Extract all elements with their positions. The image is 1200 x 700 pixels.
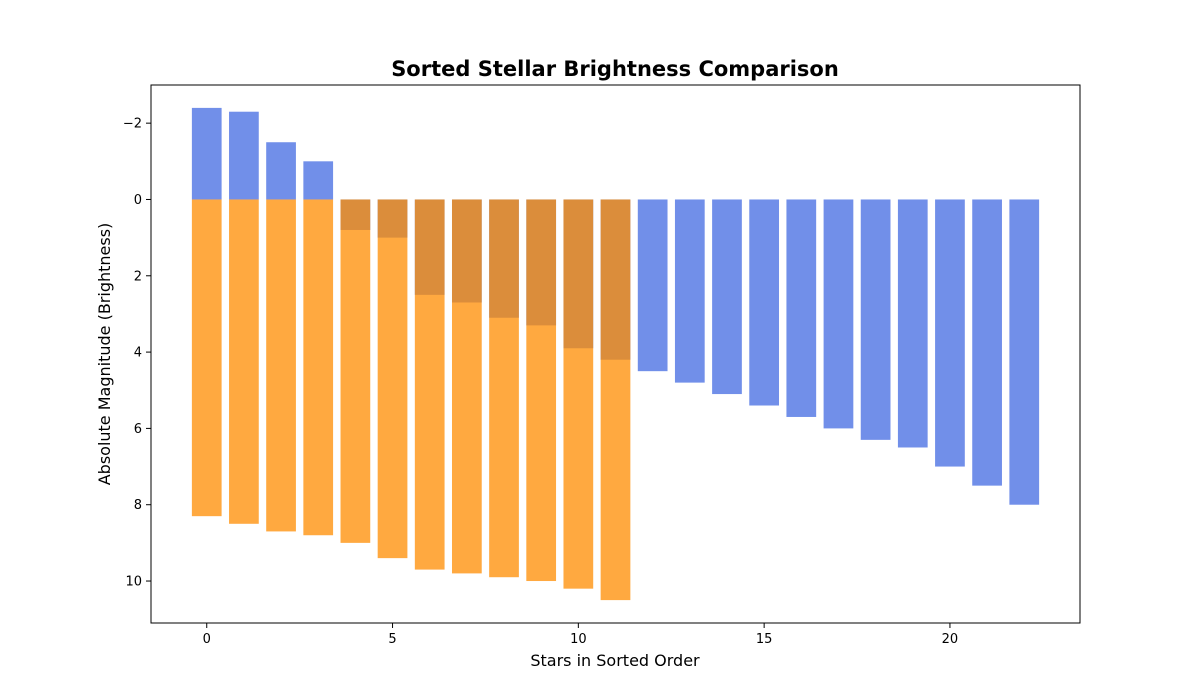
x-tick-label: 20 [942,632,959,647]
bar-series-2-star-1 [229,199,259,524]
bar-series-1-star-0 [191,107,222,200]
bar-series-1-star-16 [786,199,817,417]
y-axis-ticks: −2 0 2 4 6 8 10 [123,117,151,590]
bar-series-1-star-13 [674,199,705,383]
y-tick-label: 0 [134,193,142,208]
bar-series-1-star-18 [860,199,891,440]
bars-layer [191,107,1040,601]
x-tick-label: 0 [203,632,211,647]
bar-series-2-star-5 [377,199,408,559]
bar-series-1-star-2 [266,142,296,200]
bar-series-1-star-22 [1009,199,1040,505]
bar-series-2-star-11 [600,199,631,601]
bar-series-2-star-7 [451,199,482,574]
bar-series-1-star-17 [823,199,854,429]
y-tick-label: 6 [134,422,142,437]
bar-series-2-star-9 [526,199,557,582]
bar-series-2-star-8 [489,199,519,578]
bar-series-1-star-21 [972,199,1002,486]
y-axis-label: Absolute Magnitude (Brightness) [95,223,114,486]
bar-series-1-star-19 [897,199,928,448]
bar-series-2-star-4 [340,199,371,543]
y-tick-label: 4 [134,346,142,361]
bar-series-2-star-0 [191,199,222,517]
y-tick-label: −2 [123,117,142,132]
y-tick-label: 2 [134,269,142,284]
chart-title: Sorted Stellar Brightness Comparison [391,57,839,81]
bar-series-2-star-2 [266,199,296,532]
bar-series-1-star-12 [637,199,668,372]
bar-series-1-star-20 [935,199,965,467]
x-tick-label: 10 [570,632,587,647]
x-axis-ticks: 0 5 10 15 20 [203,623,959,647]
bar-series-2-star-10 [563,199,594,589]
bar-series-1-star-14 [712,199,742,395]
x-tick-label: 15 [756,632,773,647]
plot-frame [150,84,1081,624]
bar-series-1-star-3 [303,161,334,200]
bar-series-1-star-15 [749,199,780,406]
y-tick-label: 8 [134,498,142,513]
bar-series-1-star-1 [229,111,259,200]
x-axis-label: Stars in Sorted Order [530,651,700,670]
bar-series-2-star-6 [414,199,445,570]
y-tick-label: 10 [125,575,142,590]
bar-series-2-star-3 [303,199,334,536]
x-tick-label: 5 [388,632,396,647]
